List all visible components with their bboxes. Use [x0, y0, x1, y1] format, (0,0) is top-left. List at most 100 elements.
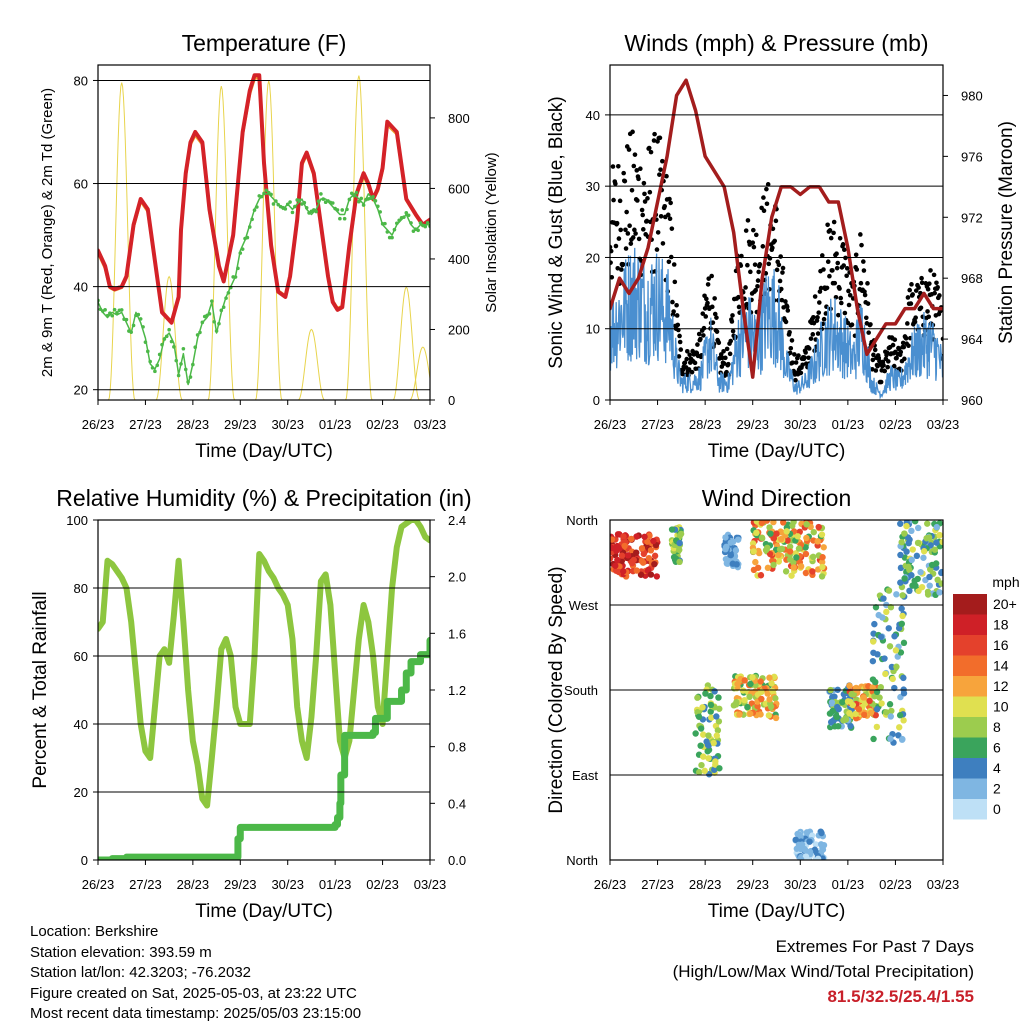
dewpoint-point	[411, 229, 416, 233]
gust-point	[750, 240, 756, 245]
gust-point	[677, 333, 682, 339]
direction-point	[870, 638, 877, 645]
direction-point	[741, 696, 748, 704]
direction-point	[714, 727, 722, 734]
direction-point	[715, 718, 723, 725]
gust-point	[709, 273, 714, 279]
dewpoint-point	[271, 202, 276, 206]
direction-point	[646, 532, 653, 540]
direction-point	[887, 735, 894, 742]
direction-point	[769, 687, 776, 695]
gust-point	[824, 285, 830, 291]
gust-point	[676, 354, 682, 359]
gust-point	[700, 311, 706, 316]
gust-point	[882, 368, 888, 374]
gust-point	[840, 242, 846, 247]
direction-point	[806, 838, 813, 845]
direction-point	[897, 520, 904, 527]
gust-point	[827, 273, 832, 279]
legend-swatch	[953, 758, 987, 779]
direction-point	[911, 577, 918, 584]
x-tick-label: 02/23	[879, 417, 912, 432]
gust-point	[907, 287, 912, 293]
gust-point	[655, 230, 661, 235]
gust-point	[872, 347, 878, 353]
gust-point	[610, 260, 613, 265]
y-right-tick-label: 800	[448, 111, 470, 126]
gust-point	[827, 228, 833, 233]
gust-point	[687, 352, 692, 358]
gust-point	[912, 319, 918, 325]
gust-point	[622, 178, 628, 184]
direction-point	[676, 546, 683, 554]
direction-point	[846, 682, 853, 689]
dewpoint-point	[340, 208, 345, 212]
direction-point	[704, 741, 712, 749]
plot-frame	[609, 519, 944, 861]
chart-title: Relative Humidity (%) & Precipitation (i…	[56, 485, 471, 511]
gust-point	[910, 292, 915, 297]
gust-point	[764, 201, 770, 207]
precip-series	[98, 636, 430, 860]
direction-point	[786, 543, 794, 550]
legend-swatch	[953, 614, 987, 635]
dewpoint-point	[167, 327, 171, 332]
gust-point	[831, 230, 836, 236]
direction-point	[753, 520, 761, 525]
gust-point	[862, 292, 868, 298]
direction-point	[820, 544, 827, 551]
gust-point	[701, 325, 707, 331]
direction-point	[861, 711, 868, 719]
gust-point	[686, 367, 692, 372]
y-right-tick-label: 0.8	[448, 740, 466, 755]
gust-point	[618, 227, 624, 233]
gust-point	[853, 252, 859, 258]
chart-title: Winds (mph) & Pressure (mb)	[624, 30, 928, 56]
gust-point	[854, 267, 860, 272]
gust-point	[624, 209, 629, 215]
direction-point	[883, 709, 890, 716]
gust-point	[844, 266, 850, 271]
gust-point	[636, 236, 642, 242]
direction-point	[899, 735, 906, 743]
direction-point	[905, 563, 912, 571]
gust-point	[925, 309, 930, 314]
gust-point	[833, 294, 839, 300]
gust-point	[748, 269, 753, 275]
direction-point	[651, 552, 659, 560]
gust-point	[837, 286, 842, 291]
direction-point	[914, 524, 922, 532]
gust-point	[787, 330, 792, 335]
gust-point	[610, 248, 614, 254]
gust-point	[783, 319, 789, 325]
y-right-tick-label: 200	[448, 322, 470, 337]
direction-point	[765, 712, 773, 719]
direction-point	[819, 563, 826, 571]
direction-point	[833, 713, 840, 721]
direction-point	[752, 558, 759, 566]
direction-point	[764, 564, 772, 572]
y-tick-label: 100	[66, 513, 88, 528]
direction-point	[840, 717, 847, 724]
gust-point	[744, 301, 750, 307]
gust-point	[928, 268, 933, 273]
direction-point	[869, 676, 877, 683]
x-axis-label: Time (Day/UTC)	[708, 901, 846, 922]
gust-point	[709, 304, 715, 310]
direction-point	[803, 521, 810, 528]
direction-point	[888, 663, 896, 671]
gust-point	[755, 278, 761, 283]
direction-point	[886, 701, 894, 708]
y-right-axis-label: Station Pressure (Maroon)	[996, 121, 1017, 344]
gust-point	[645, 196, 650, 201]
pressure-series	[610, 78, 943, 379]
gust-point	[831, 219, 837, 225]
gust-point	[623, 246, 629, 251]
y-right-tick-label: 0.0	[448, 853, 466, 868]
direction-point	[846, 709, 853, 717]
gust-point	[712, 296, 717, 301]
gust-point	[730, 313, 735, 318]
direction-point	[767, 530, 774, 537]
y-right-tick-label: 400	[448, 252, 470, 267]
gust-point	[821, 267, 826, 272]
